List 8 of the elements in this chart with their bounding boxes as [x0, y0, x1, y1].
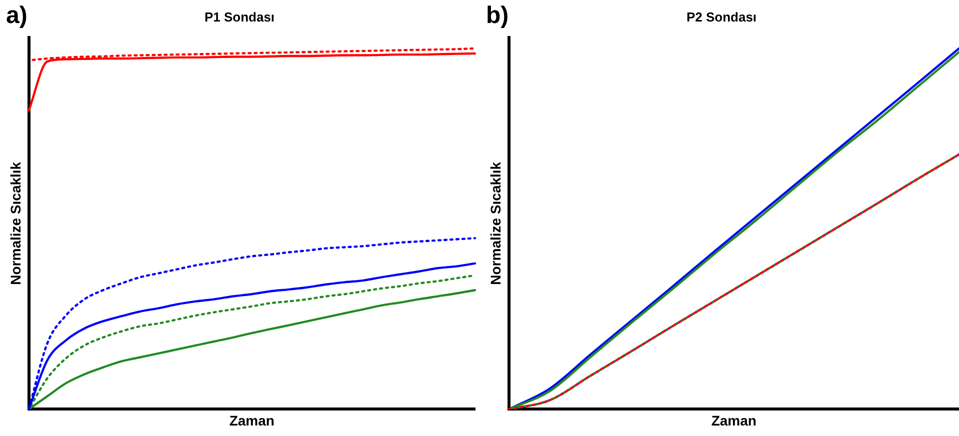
x-axis-title: Zaman — [711, 412, 756, 428]
text: b) — [486, 2, 509, 30]
chart-title: P2 Sondası — [686, 9, 757, 24]
x-axis-title: Zaman — [229, 412, 274, 428]
y-axis-title: Normalize Sıcaklık — [7, 162, 24, 285]
chart-title: P1 Sondası — [204, 9, 275, 24]
text: a) — [6, 2, 28, 30]
y-axis-title: Normalize Sıcaklık — [487, 162, 504, 285]
